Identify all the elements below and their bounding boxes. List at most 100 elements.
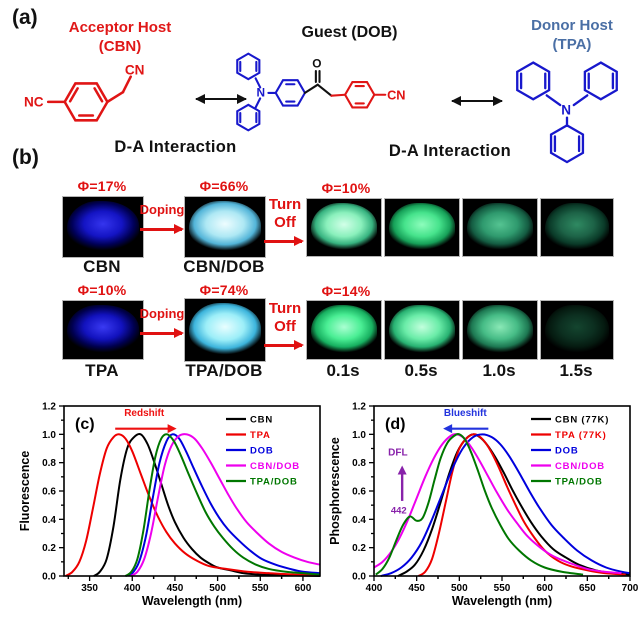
- powder-blob: [189, 201, 261, 253]
- tick-labels: 400 450 500 550 600 650 700 0.0 0.2 0.4 0.6 0.8 1.0 1…: [352, 402, 639, 595]
- panel-letter-c: (c): [75, 416, 95, 433]
- time-label-1: 0.1s: [326, 361, 360, 380]
- series-CBN: [93, 432, 321, 577]
- afterglow-photo-row2-2: [384, 300, 460, 360]
- phi-label-tpa-dob: Φ=74%: [199, 282, 249, 298]
- afterglow-photo-row2-3: [462, 300, 538, 360]
- phi-label-cbn-dob: Φ=66%: [199, 178, 249, 194]
- plot-border: [373, 405, 631, 577]
- tick-labels: 350 400 450 500 550 600 0.0 0.2 0.4 0.6 0.8 1.0 1.2: [42, 402, 312, 595]
- svg-text:450: 450: [167, 583, 184, 594]
- svg-text:700: 700: [622, 583, 639, 594]
- plot-border: [63, 405, 321, 577]
- time-label-4: 1.5s: [559, 361, 593, 380]
- cn-atom-label: CN: [125, 63, 145, 78]
- doping-arrow-row2: [140, 328, 184, 339]
- da-interaction-label-left: D-A Interaction: [114, 138, 237, 156]
- powder-photo-tpa: [62, 300, 144, 360]
- svg-text:0.2: 0.2: [352, 543, 366, 554]
- donor-host-title-line2: (TPA): [552, 36, 592, 53]
- x-axis-label: Wavelength (nm): [142, 594, 242, 608]
- svg-text:0.6: 0.6: [352, 487, 366, 498]
- acceptor-host-title-line2: (CBN): [98, 38, 142, 55]
- svg-text:500: 500: [451, 583, 468, 594]
- phi-label-afterglow-row2: Φ=14%: [321, 283, 371, 299]
- svg-text:550: 550: [252, 583, 269, 594]
- powder-blob: [67, 305, 139, 355]
- annotation-text: 442: [391, 506, 407, 517]
- svg-text:350: 350: [81, 583, 98, 594]
- series-DOB: [380, 433, 631, 577]
- y-axis-label: Phosphorescence: [328, 437, 342, 545]
- powder-photo-cbn: [62, 196, 144, 258]
- series-TPA/DOB: [124, 433, 321, 577]
- turnoff-label-row1: Turn Off: [264, 196, 306, 232]
- guest-title: Guest (DOB): [301, 24, 398, 41]
- legend-label-CBN: CBN: [250, 415, 273, 426]
- o-atom-label: O: [312, 56, 321, 70]
- sample-name-tpa: TPA: [85, 361, 119, 380]
- fluorescence-chart: 350 400 450 500 550 600 0.0 0.2 0.4 0.6 0.8 1.0 1.2 W…: [18, 392, 330, 619]
- time-label-3: 1.0s: [482, 361, 516, 380]
- chart-svg-d: 400 450 500 550 600 650 700 0.0 0.2 0.4 0.6 0.8 1.0 1…: [328, 402, 639, 609]
- phi-label-cbn: Φ=17%: [77, 178, 127, 194]
- series-TPA: [65, 433, 321, 577]
- legend: CBN TPA DOB CBN/DOB TPA/DOB: [226, 415, 300, 488]
- powder-photo-tpa-dob: [184, 298, 266, 362]
- svg-text:1.0: 1.0: [352, 430, 366, 441]
- panel-letter-d: (d): [385, 416, 405, 433]
- afterglow-photo-row2-4: [540, 300, 614, 360]
- legend-label-TPA (77K): TPA (77K): [555, 430, 607, 441]
- annotation-arrowhead: [443, 424, 453, 434]
- powder-blob: [310, 305, 378, 355]
- afterglow-photo-row2-1: [306, 300, 382, 360]
- series-DOB: [125, 433, 321, 577]
- annotation-text: Redshift: [124, 408, 165, 419]
- legend-label-TPA: TPA: [250, 430, 271, 441]
- series-CBN/DOB: [130, 433, 321, 577]
- powder-blob: [310, 202, 378, 252]
- turnoff-arrow-row1: [264, 236, 304, 247]
- powder-blob: [388, 202, 456, 252]
- svg-text:1.2: 1.2: [352, 402, 366, 413]
- turnoff-line1: Turn: [268, 196, 302, 213]
- powder-blob: [544, 202, 610, 252]
- legend-label-DOB: DOB: [555, 446, 579, 457]
- doping-label-row1: Doping: [139, 202, 185, 217]
- turnoff-line2: Off: [274, 214, 296, 231]
- sample-name-cbn-dob: CBN/DOB: [183, 257, 265, 276]
- afterglow-photo-row1-1: [306, 198, 382, 257]
- sample-name-tpa-dob: TPA/DOB: [185, 361, 263, 380]
- panel-a-label: (a): [12, 6, 38, 29]
- powder-blob: [544, 305, 610, 355]
- y-axis-label: Fluorescence: [18, 451, 32, 532]
- powder-photo-cbn-dob: [184, 196, 266, 258]
- afterglow-photo-row1-2: [384, 198, 460, 257]
- series-CBN/DOB: [373, 433, 622, 575]
- afterglow-photo-row1-3: [462, 198, 538, 257]
- doping-arrow-row1: [140, 224, 184, 235]
- da-interaction-label-right: D-A Interaction: [388, 142, 512, 160]
- svg-text:1.2: 1.2: [42, 402, 56, 413]
- legend-label-CBN (77K): CBN (77K): [555, 415, 609, 426]
- svg-text:0.0: 0.0: [42, 572, 56, 583]
- legend-label-TPA/DOB: TPA/DOB: [250, 477, 298, 488]
- acceptor-host-title: Acceptor Host (CBN): [50, 18, 190, 56]
- svg-text:0.4: 0.4: [352, 515, 366, 526]
- powder-blob: [466, 202, 534, 252]
- x-axis-label: Wavelength (nm): [452, 594, 552, 608]
- turnoff-label-row2: Turn Off: [264, 300, 306, 336]
- turnoff-arrow-row2: [264, 340, 304, 351]
- svg-text:600: 600: [295, 583, 312, 594]
- cn-atom-label-dob: CN: [387, 87, 405, 102]
- turnoff-line1: Turn: [268, 300, 302, 317]
- svg-text:400: 400: [124, 583, 141, 594]
- legend-label-CBN/DOB: CBN/DOB: [555, 461, 605, 472]
- legend-label-CBN/DOB: CBN/DOB: [250, 461, 300, 472]
- time-label-2: 0.5s: [404, 361, 438, 380]
- svg-text:550: 550: [494, 583, 511, 594]
- n-atom-label-tpa: N: [561, 103, 571, 118]
- tpa-structure: N: [516, 61, 618, 164]
- svg-text:0.8: 0.8: [352, 458, 366, 469]
- phi-label-tpa: Φ=10%: [77, 282, 127, 298]
